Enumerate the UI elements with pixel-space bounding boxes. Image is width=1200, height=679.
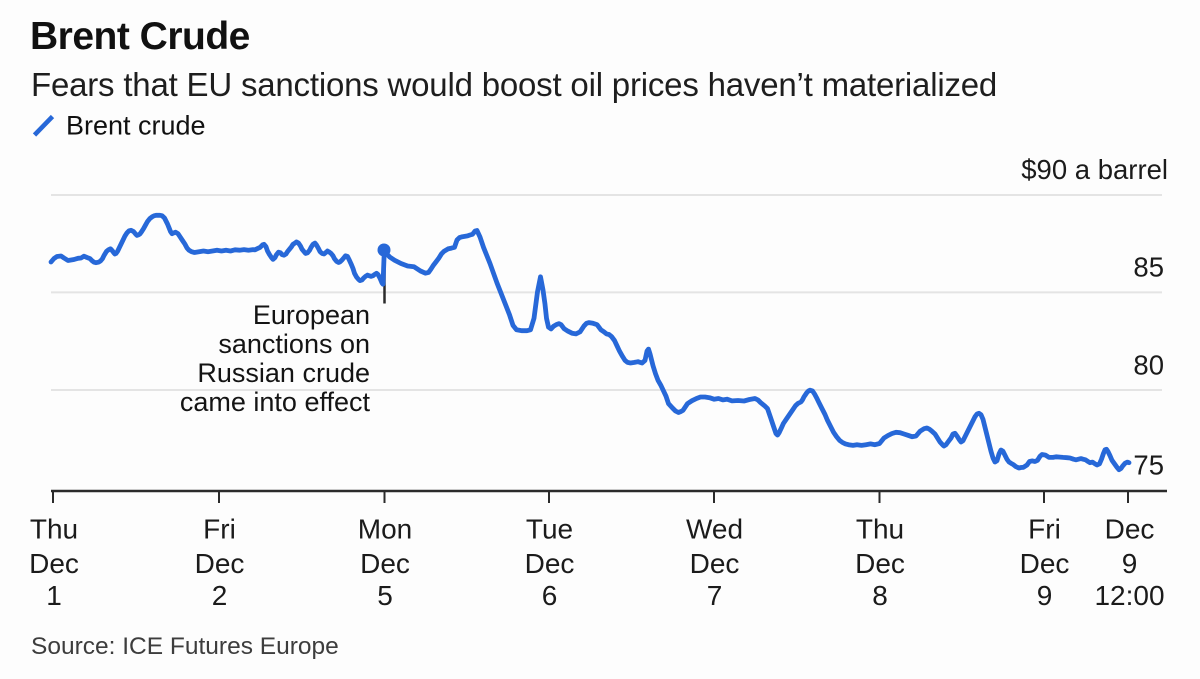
svg-text:12:00: 12:00 <box>1094 580 1164 611</box>
svg-text:Dec: Dec <box>690 548 740 579</box>
svg-text:9: 9 <box>1122 548 1138 579</box>
svg-text:sanctions on: sanctions on <box>218 329 370 359</box>
svg-text:2: 2 <box>212 580 228 611</box>
svg-text:6: 6 <box>542 580 558 611</box>
svg-text:Dec: Dec <box>1020 548 1070 579</box>
svg-text:came into effect: came into effect <box>180 387 371 417</box>
svg-text:Source: ICE Futures Europe: Source: ICE Futures Europe <box>31 633 339 660</box>
svg-text:Dec: Dec <box>1105 514 1155 545</box>
svg-text:Tue: Tue <box>526 514 573 545</box>
svg-text:80: 80 <box>1133 350 1164 381</box>
svg-text:Dec: Dec <box>855 548 905 579</box>
svg-text:$90 a barrel: $90 a barrel <box>1021 154 1168 185</box>
svg-text:Fears that EU sanctions would: Fears that EU sanctions would boost oil … <box>31 66 997 103</box>
svg-text:Dec: Dec <box>29 548 79 579</box>
svg-text:European: European <box>253 300 370 330</box>
svg-text:8: 8 <box>872 580 888 611</box>
svg-text:Russian crude: Russian crude <box>197 358 370 388</box>
svg-text:Mon: Mon <box>358 514 412 545</box>
svg-text:Fri: Fri <box>1028 514 1061 545</box>
svg-text:Wed: Wed <box>686 514 743 545</box>
svg-text:85: 85 <box>1133 252 1164 283</box>
svg-text:5: 5 <box>377 580 393 611</box>
svg-text:Dec: Dec <box>525 548 575 579</box>
svg-text:Thu: Thu <box>30 514 78 545</box>
svg-text:Dec: Dec <box>195 548 245 579</box>
svg-text:Brent crude: Brent crude <box>66 111 206 141</box>
svg-text:1: 1 <box>46 580 62 611</box>
svg-text:Fri: Fri <box>203 514 236 545</box>
svg-text:75: 75 <box>1133 450 1164 481</box>
svg-text:9: 9 <box>1037 580 1053 611</box>
svg-text:Brent Crude: Brent Crude <box>30 15 250 58</box>
svg-text:Thu: Thu <box>856 514 904 545</box>
svg-text:Dec: Dec <box>360 548 410 579</box>
svg-text:7: 7 <box>707 580 723 611</box>
